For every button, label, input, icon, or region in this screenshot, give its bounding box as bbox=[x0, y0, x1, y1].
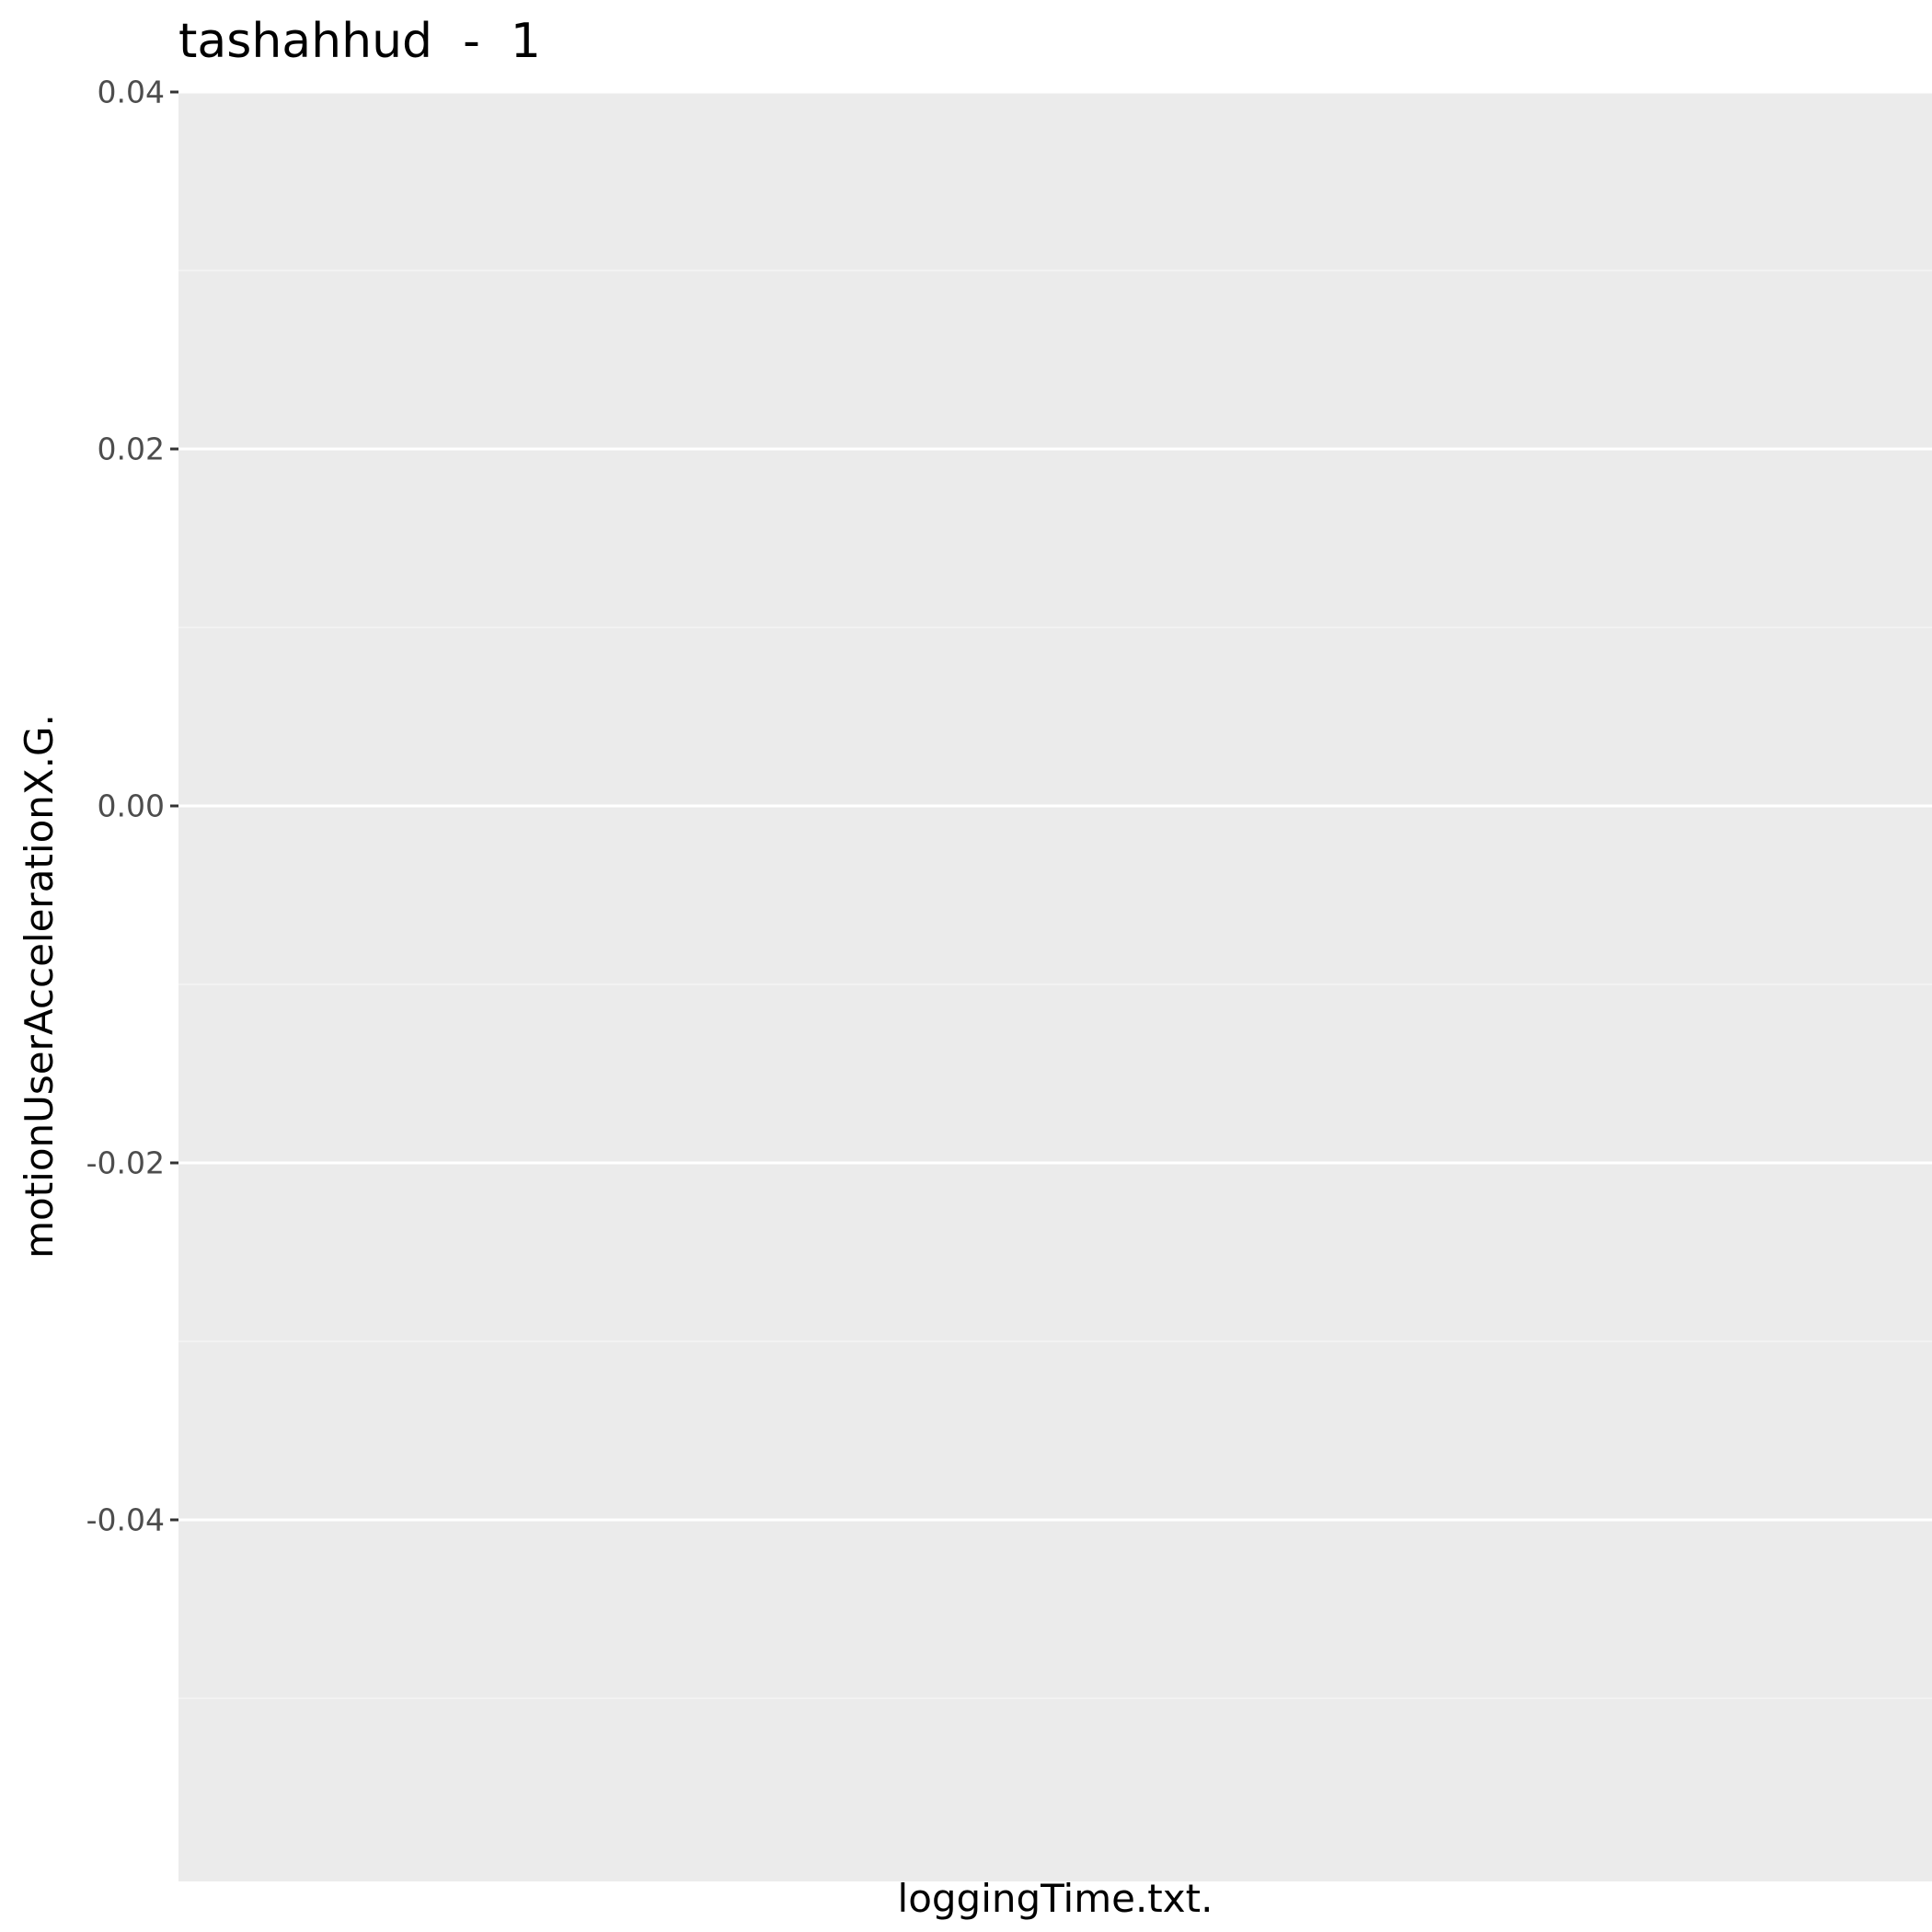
x-axis-label: loggingTime.txt. bbox=[898, 1876, 1213, 1921]
y-tick-label: -0.04 bbox=[86, 1502, 165, 1538]
minor-gridlines bbox=[178, 270, 1932, 1699]
y-axis-ticks: 0.04 0.02 0.00 -0.02 -0.04 bbox=[86, 75, 178, 1538]
major-gridlines bbox=[178, 90, 1932, 1522]
chart-title: tashahhud - 1 bbox=[178, 14, 541, 69]
y-tick-label: 0.02 bbox=[98, 431, 165, 467]
y-tick-label: -0.02 bbox=[86, 1145, 165, 1181]
plot-panel bbox=[178, 92, 1932, 1881]
y-axis-label: motionUserAccelerationX.G. bbox=[17, 714, 62, 1259]
y-tick-label: 0.04 bbox=[98, 75, 165, 110]
y-tick-label: 0.00 bbox=[98, 788, 165, 824]
